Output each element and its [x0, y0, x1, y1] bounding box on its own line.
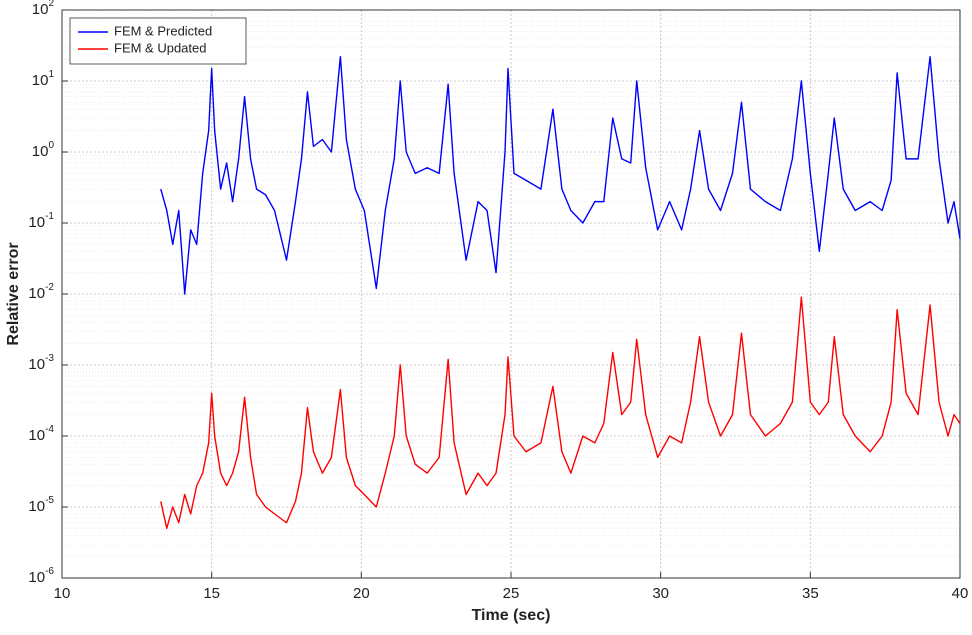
y-tick-exponent: -5	[45, 495, 54, 506]
y-tick-label: 10-6	[28, 566, 54, 586]
y-tick-base: 10	[32, 143, 49, 160]
y-tick-base: 10	[28, 427, 45, 444]
y-tick-label: 100	[32, 140, 55, 160]
y-tick-exponent: 0	[48, 140, 54, 151]
y-tick-label: 102	[32, 0, 55, 18]
x-tick-label: 10	[54, 585, 71, 602]
line-series	[160, 55, 961, 295]
y-tick-base: 10	[28, 214, 45, 231]
plot-frame	[61, 9, 961, 579]
y-axis-label: Relative error	[5, 242, 22, 345]
y-tick-label: 10-1	[28, 211, 54, 231]
x-axis-label: Time (sec)	[472, 607, 551, 624]
y-tick-base: 10	[28, 285, 45, 302]
y-tick-label: 10-4	[28, 424, 54, 444]
y-tick-label: 10-5	[28, 495, 54, 515]
line-series	[160, 296, 961, 530]
legend-label: FEM & Updated	[114, 40, 207, 55]
y-tick-exponent: 2	[48, 0, 54, 9]
y-tick-label: 10-2	[28, 282, 54, 302]
y-tick-label: 101	[32, 69, 55, 89]
x-tick-label: 35	[802, 585, 819, 602]
y-tick-base: 10	[28, 498, 45, 515]
y-tick-exponent: -1	[45, 211, 54, 222]
legend-box	[69, 17, 247, 65]
y-tick-base: 10	[28, 569, 45, 586]
y-tick-exponent: -2	[45, 282, 54, 293]
y-tick-base: 10	[32, 1, 49, 18]
x-tick-label: 30	[652, 585, 669, 602]
x-tick-label: 15	[203, 585, 220, 602]
y-tick-label: 10-3	[28, 353, 54, 373]
x-tick-label: 25	[503, 585, 520, 602]
y-tick-exponent: -3	[45, 353, 54, 364]
x-tick-label: 40	[952, 585, 969, 602]
x-tick-label: 20	[353, 585, 370, 602]
y-tick-base: 10	[32, 72, 49, 89]
legend-label: FEM & Predicted	[114, 23, 212, 38]
y-tick-exponent: 1	[48, 69, 54, 80]
y-tick-exponent: -6	[45, 566, 54, 577]
y-tick-base: 10	[28, 356, 45, 373]
y-tick-exponent: -4	[45, 424, 54, 435]
